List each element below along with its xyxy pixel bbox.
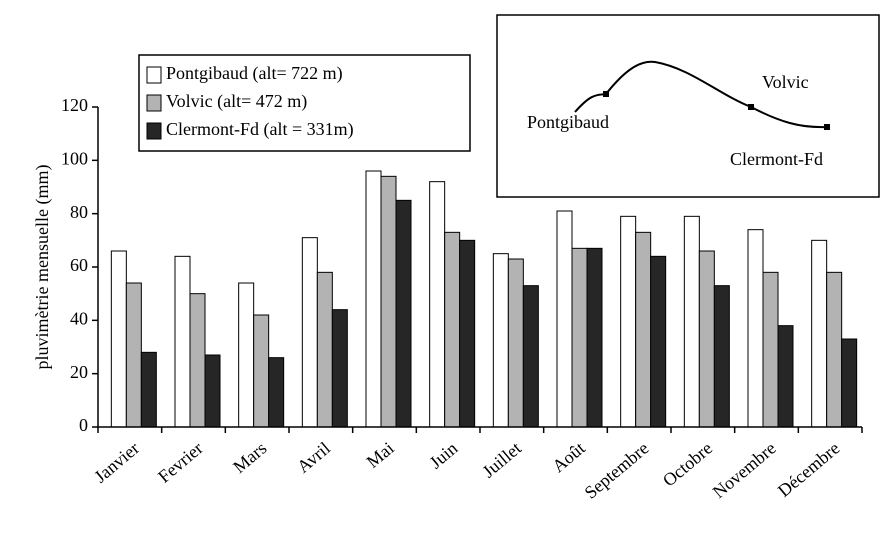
bar bbox=[747, 229, 764, 428]
x-tick-label: Octobre bbox=[659, 438, 716, 491]
y-tick-label: 120 bbox=[61, 95, 88, 115]
inset-point bbox=[824, 124, 830, 130]
x-tick-label: Août bbox=[548, 438, 588, 476]
legend-label: Pontgibaud (alt= 722 m) bbox=[166, 63, 343, 84]
bar bbox=[365, 170, 382, 428]
bar bbox=[238, 282, 255, 428]
bar bbox=[395, 199, 412, 428]
bar bbox=[698, 250, 715, 428]
x-tick-label: Avril bbox=[293, 438, 334, 477]
bar bbox=[507, 258, 524, 428]
bar bbox=[522, 285, 539, 428]
bar bbox=[571, 247, 588, 428]
bar bbox=[174, 255, 191, 428]
legend-swatch bbox=[146, 122, 162, 140]
bar bbox=[586, 247, 603, 428]
bar bbox=[444, 231, 461, 428]
bar bbox=[380, 175, 397, 428]
y-tick-label: 80 bbox=[70, 202, 88, 222]
inset-label: Volvic bbox=[762, 72, 809, 92]
bar bbox=[650, 255, 667, 428]
bar bbox=[826, 271, 843, 428]
legend-label: Clermont-Fd (alt = 331m) bbox=[166, 119, 354, 140]
bar bbox=[110, 250, 127, 428]
bar bbox=[459, 239, 476, 428]
bar bbox=[253, 314, 270, 428]
inset-box bbox=[496, 14, 880, 198]
inset: Pontgibaud Volvic Clermont-Fd bbox=[496, 14, 880, 198]
x-tick-label: Juillet bbox=[478, 438, 525, 482]
bar bbox=[620, 215, 637, 428]
legend-box bbox=[138, 54, 471, 152]
inset-point bbox=[603, 91, 609, 97]
x-tick-label: Décembre bbox=[774, 438, 844, 501]
y-tick-label: 0 bbox=[79, 415, 88, 435]
y-tick-label: 40 bbox=[70, 308, 88, 328]
bar bbox=[811, 239, 828, 428]
bar bbox=[841, 338, 858, 428]
bar bbox=[301, 237, 318, 428]
inset-point bbox=[748, 104, 754, 110]
y-tick-label: 60 bbox=[70, 255, 88, 275]
bar bbox=[204, 354, 221, 428]
bar bbox=[316, 271, 333, 428]
bar bbox=[492, 253, 509, 428]
legend-swatch bbox=[146, 94, 162, 112]
x-tick-label: Mai bbox=[363, 438, 398, 472]
bar bbox=[140, 351, 157, 428]
x-tick-label: Novembre bbox=[709, 438, 780, 502]
bar bbox=[635, 231, 652, 428]
x-tick-label: Janvier bbox=[90, 438, 143, 487]
inset-label: Pontgibaud bbox=[527, 112, 609, 132]
inset-curve bbox=[574, 60, 828, 129]
bar bbox=[683, 215, 700, 428]
y-tick-label: 100 bbox=[61, 148, 88, 168]
y-tick-label: 20 bbox=[70, 362, 88, 382]
x-tick-label: Juin bbox=[426, 438, 462, 473]
y-axis-label: pluvimètrie mensuelle (mm) bbox=[32, 165, 53, 370]
bar bbox=[268, 357, 285, 428]
bar bbox=[777, 325, 794, 428]
x-tick-label: Fevrier bbox=[154, 438, 207, 487]
bar bbox=[762, 271, 779, 428]
x-tick-label: Septembre bbox=[581, 438, 653, 503]
bar bbox=[429, 181, 446, 428]
bar bbox=[331, 309, 348, 428]
bar bbox=[556, 210, 573, 428]
bar bbox=[125, 282, 142, 428]
inset-label: Clermont-Fd bbox=[730, 149, 823, 169]
bar bbox=[713, 285, 730, 428]
legend-swatch bbox=[146, 66, 162, 84]
x-tick-label: Mars bbox=[229, 438, 270, 477]
legend-label: Volvic (alt= 472 m) bbox=[166, 91, 307, 112]
bar bbox=[189, 293, 206, 428]
